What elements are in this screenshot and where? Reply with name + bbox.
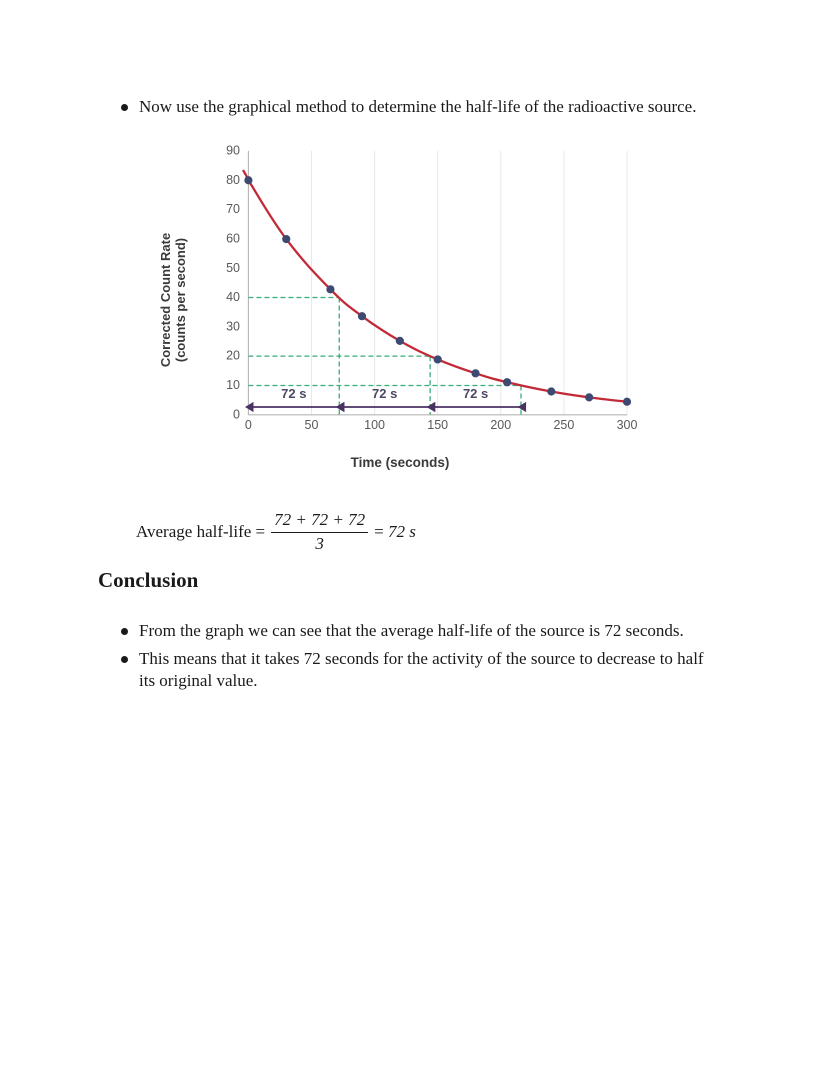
- svg-text:50: 50: [226, 261, 240, 275]
- svg-text:100: 100: [364, 418, 385, 432]
- svg-text:70: 70: [226, 202, 240, 216]
- svg-text:Time (seconds): Time (seconds): [351, 455, 450, 470]
- svg-text:60: 60: [226, 232, 240, 246]
- svg-text:30: 30: [226, 319, 240, 333]
- svg-text:50: 50: [305, 418, 319, 432]
- svg-text:(counts per second): (counts per second): [173, 238, 188, 362]
- svg-text:0: 0: [245, 418, 252, 432]
- svg-text:40: 40: [226, 290, 240, 304]
- svg-text:250: 250: [553, 418, 574, 432]
- svg-text:300: 300: [617, 418, 638, 432]
- svg-text:80: 80: [226, 173, 240, 187]
- svg-text:72 s: 72 s: [463, 386, 488, 401]
- svg-text:20: 20: [226, 349, 240, 363]
- svg-text:72 s: 72 s: [281, 386, 306, 401]
- svg-text:72 s: 72 s: [372, 386, 397, 401]
- svg-text:150: 150: [427, 418, 448, 432]
- svg-text:90: 90: [226, 145, 240, 158]
- svg-text:10: 10: [226, 378, 240, 392]
- svg-text:Corrected Count Rate: Corrected Count Rate: [158, 233, 173, 367]
- svg-text:0: 0: [233, 407, 240, 421]
- svg-text:200: 200: [490, 418, 511, 432]
